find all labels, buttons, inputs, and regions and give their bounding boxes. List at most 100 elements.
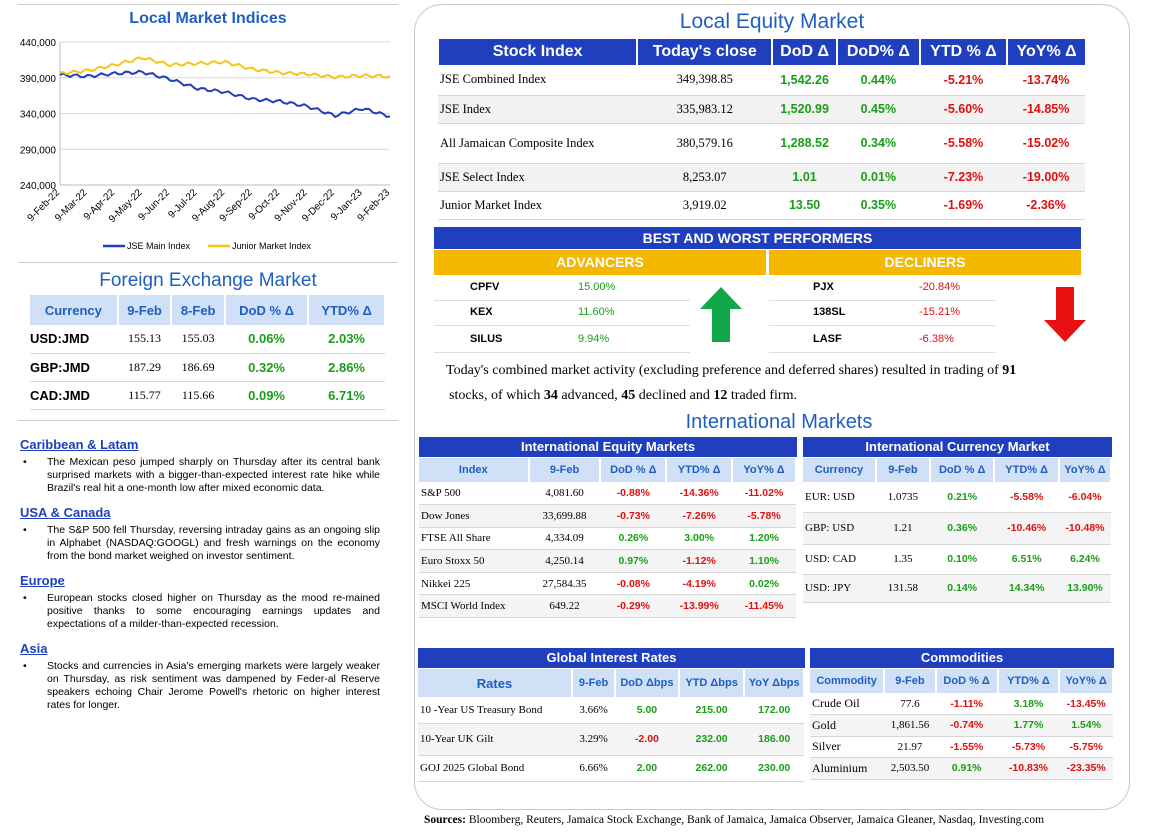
advancer-change: 11.60%	[578, 306, 615, 318]
equity-cell: 3,919.02	[637, 191, 773, 220]
equity-cell: -5.60%	[919, 95, 1008, 124]
intl-equity-cell: -14.36%	[666, 482, 733, 506]
intl-equity-cell: Dow Jones	[419, 504, 529, 528]
intl-equity-cell: 33,699.88	[528, 504, 601, 528]
intl-equity-cell: 4,081.60	[528, 482, 601, 506]
interest-rates-header-cell: DoD Δbps	[615, 669, 680, 697]
local-indices-title: Local Market Indices	[129, 10, 287, 27]
intl-equity-cell: 3.00%	[666, 527, 733, 551]
fx-cell: 115.77	[117, 381, 172, 410]
interest-rates-cell: GOJ 2025 Global Bond	[418, 755, 572, 782]
commodities-cell: 21.97	[884, 736, 936, 758]
series-line-junior	[59, 56, 391, 80]
equity-cell: -2.36%	[1007, 191, 1085, 220]
summary-advanced: 34	[543, 388, 558, 403]
fx-row: USD:JMD 155.13 155.03 0.06% 2.03%	[30, 325, 385, 354]
intl-equity-cell: -4.19%	[666, 572, 733, 596]
fx-title: Foreign Exchange Market	[99, 270, 317, 291]
commodities-cell: Aluminium	[810, 757, 885, 780]
fx-header-cell: Currency	[30, 295, 119, 325]
interest-rates-cell: 172.00	[744, 697, 804, 724]
local-indices-panel: Local Market Indices	[18, 0, 398, 263]
commodities-cell: -10.83%	[997, 757, 1060, 780]
fx-cell: 115.66	[171, 381, 225, 410]
news-region-heading: Europe	[20, 573, 65, 588]
intl-equity-cell: FTSE All Share	[419, 527, 529, 551]
equity-cell: 0.44%	[836, 65, 920, 96]
equity-table: Stock Index Today's close DoD Δ DoD% Δ YTD %…	[436, 39, 1085, 220]
intl-currency-cell: 6.51%	[994, 544, 1059, 575]
equity-cell: 13.50	[772, 191, 837, 220]
fx-cell: 2.86%	[308, 353, 385, 382]
intl-currency-cell: EUR: USD	[803, 482, 876, 513]
y-tick-label: 440,000	[20, 38, 57, 49]
advancer-symbol: KEX	[470, 306, 493, 318]
intl-equity-cell: 4,250.14	[528, 549, 601, 573]
intl-currency-cell: 6.24%	[1058, 544, 1111, 575]
intl-equity-cell: -0.29%	[600, 594, 667, 619]
intl-currency-row: USD: JPY 131.58 0.14% 14.34% 13.90%	[803, 574, 1111, 603]
equity-cell: 1.01	[772, 163, 837, 192]
summary-text-4: declined and	[635, 388, 714, 403]
fx-cell: 0.09%	[224, 381, 309, 410]
intl-equity-cell: -11.02%	[732, 482, 796, 506]
decliner-symbol: 138SL	[813, 306, 846, 318]
decliner-change: -20.84%	[919, 281, 960, 293]
intl-equity-row: Nikkei 225 27,584.35 -0.08% -4.19% 0.02%	[419, 572, 796, 596]
equity-cell: 8,253.07	[637, 163, 773, 192]
commodities-cell: -1.11%	[935, 693, 998, 715]
commodities-cell: 2,503.50	[884, 757, 936, 780]
fx-divider	[18, 420, 398, 421]
commodities-row: Silver 21.97 -1.55% -5.73% -5.75%	[810, 736, 1113, 758]
y-tick-label: 290,000	[20, 145, 57, 156]
commodities-header-cell: 9-Feb	[884, 669, 937, 693]
news-region-heading: USA & Canada	[20, 505, 111, 520]
interest-rates-row: GOJ 2025 Global Bond 6.66% 2.00 262.00 230.0…	[418, 755, 804, 782]
fx-cell: 0.32%	[224, 353, 309, 382]
summary-text-3: advanced,	[557, 388, 622, 403]
top-left-divider	[18, 4, 398, 5]
intl-currency-cell: GBP: USD	[803, 512, 876, 545]
summary-declined: 45	[621, 388, 636, 403]
intl-currency-row: EUR: USD 1.0735 0.21% -5.58% -6.04%	[803, 482, 1111, 513]
right-panel-border	[414, 4, 1130, 810]
intl-currency-cell: -6.04%	[1058, 482, 1111, 513]
interest-rates-header-cell: Rates	[418, 669, 573, 697]
equity-cell: JSE Select Index	[438, 163, 638, 192]
commodities-row: Crude Oil 77.6 -1.11% 3.18% -13.45%	[810, 693, 1113, 715]
commodities-cell: -5.73%	[997, 736, 1060, 758]
fx-cell: 155.03	[171, 325, 225, 354]
commodities-header-cell: Commodity	[810, 669, 886, 693]
equity-cell: -19.00%	[1007, 163, 1085, 192]
intl-currency-cell: 0.10%	[929, 544, 995, 575]
intl-equity-cell: 0.26%	[600, 527, 667, 551]
intl-equity-cell: -0.08%	[600, 572, 667, 596]
decliner-symbol: LASF	[813, 333, 842, 345]
decliner-row: 138SL -15.21%	[769, 302, 995, 326]
news-region-heading: Caribbean & Latam	[20, 437, 139, 452]
intl-equity-header-row: Index 9-Feb DoD % Δ YTD% Δ YoY% Δ	[419, 458, 797, 482]
intl-equity-cell: 1.10%	[732, 549, 796, 573]
commodities-cell: 1.54%	[1059, 714, 1113, 737]
interest-rates-row: 10-Year UK Gilt 3.29% -2.00 232.00 186.00	[418, 723, 804, 756]
intl-currency-header-row: Currency 9-Feb DoD % Δ YTD% Δ YoY% Δ	[803, 458, 1113, 482]
intl-currency-cell: 1.21	[875, 512, 930, 545]
interest-rates-header-cell: YoY Δbps	[744, 669, 805, 697]
decliner-change: -6.38%	[919, 333, 954, 345]
fx-cell: 0.06%	[224, 325, 309, 354]
interest-rates-cell: 10 -Year US Treasury Bond	[418, 697, 572, 724]
commodities-row: Gold 1,861.56 -0.74% 1.77% 1.54%	[810, 714, 1113, 737]
fx-header-cell: DoD % Δ	[224, 295, 310, 325]
intl-currency-cell: USD: CAD	[803, 544, 876, 575]
commodities-cell: -0.74%	[935, 714, 998, 737]
intl-currency-cell: USD: JPY	[803, 574, 876, 603]
news-bullet: Stocks and currencies in Asia's emerging…	[20, 660, 380, 712]
interest-rates-cell: 215.00	[678, 697, 745, 724]
equity-cell: 349,398.85	[637, 65, 773, 96]
intl-equity-cell: 0.97%	[600, 549, 667, 573]
equity-cell: -7.23%	[919, 163, 1008, 192]
fx-cell: USD:JMD	[30, 325, 118, 354]
fx-cell: 6.71%	[308, 381, 385, 410]
interest-rates-cell: 232.00	[678, 723, 745, 756]
intl-equity-cell: S&P 500	[419, 482, 529, 506]
